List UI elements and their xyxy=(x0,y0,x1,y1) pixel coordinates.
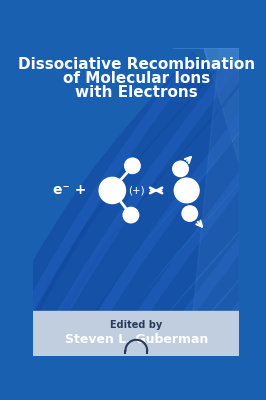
Circle shape xyxy=(173,161,188,176)
Text: e⁻ +: e⁻ + xyxy=(53,184,86,198)
Polygon shape xyxy=(173,48,239,164)
Bar xyxy=(33,311,239,356)
Circle shape xyxy=(123,207,139,223)
Text: Steven L. Guberman: Steven L. Guberman xyxy=(65,332,208,346)
Text: (+): (+) xyxy=(128,186,144,196)
Circle shape xyxy=(182,206,198,221)
Text: with Electrons: with Electrons xyxy=(75,85,198,100)
Text: of Molecular Ions: of Molecular Ions xyxy=(63,71,210,86)
Circle shape xyxy=(99,177,126,204)
Text: Dissociative Recombination: Dissociative Recombination xyxy=(18,58,255,72)
Circle shape xyxy=(174,178,199,203)
Text: Edited by: Edited by xyxy=(110,320,163,330)
Circle shape xyxy=(125,158,140,174)
Polygon shape xyxy=(188,48,239,356)
